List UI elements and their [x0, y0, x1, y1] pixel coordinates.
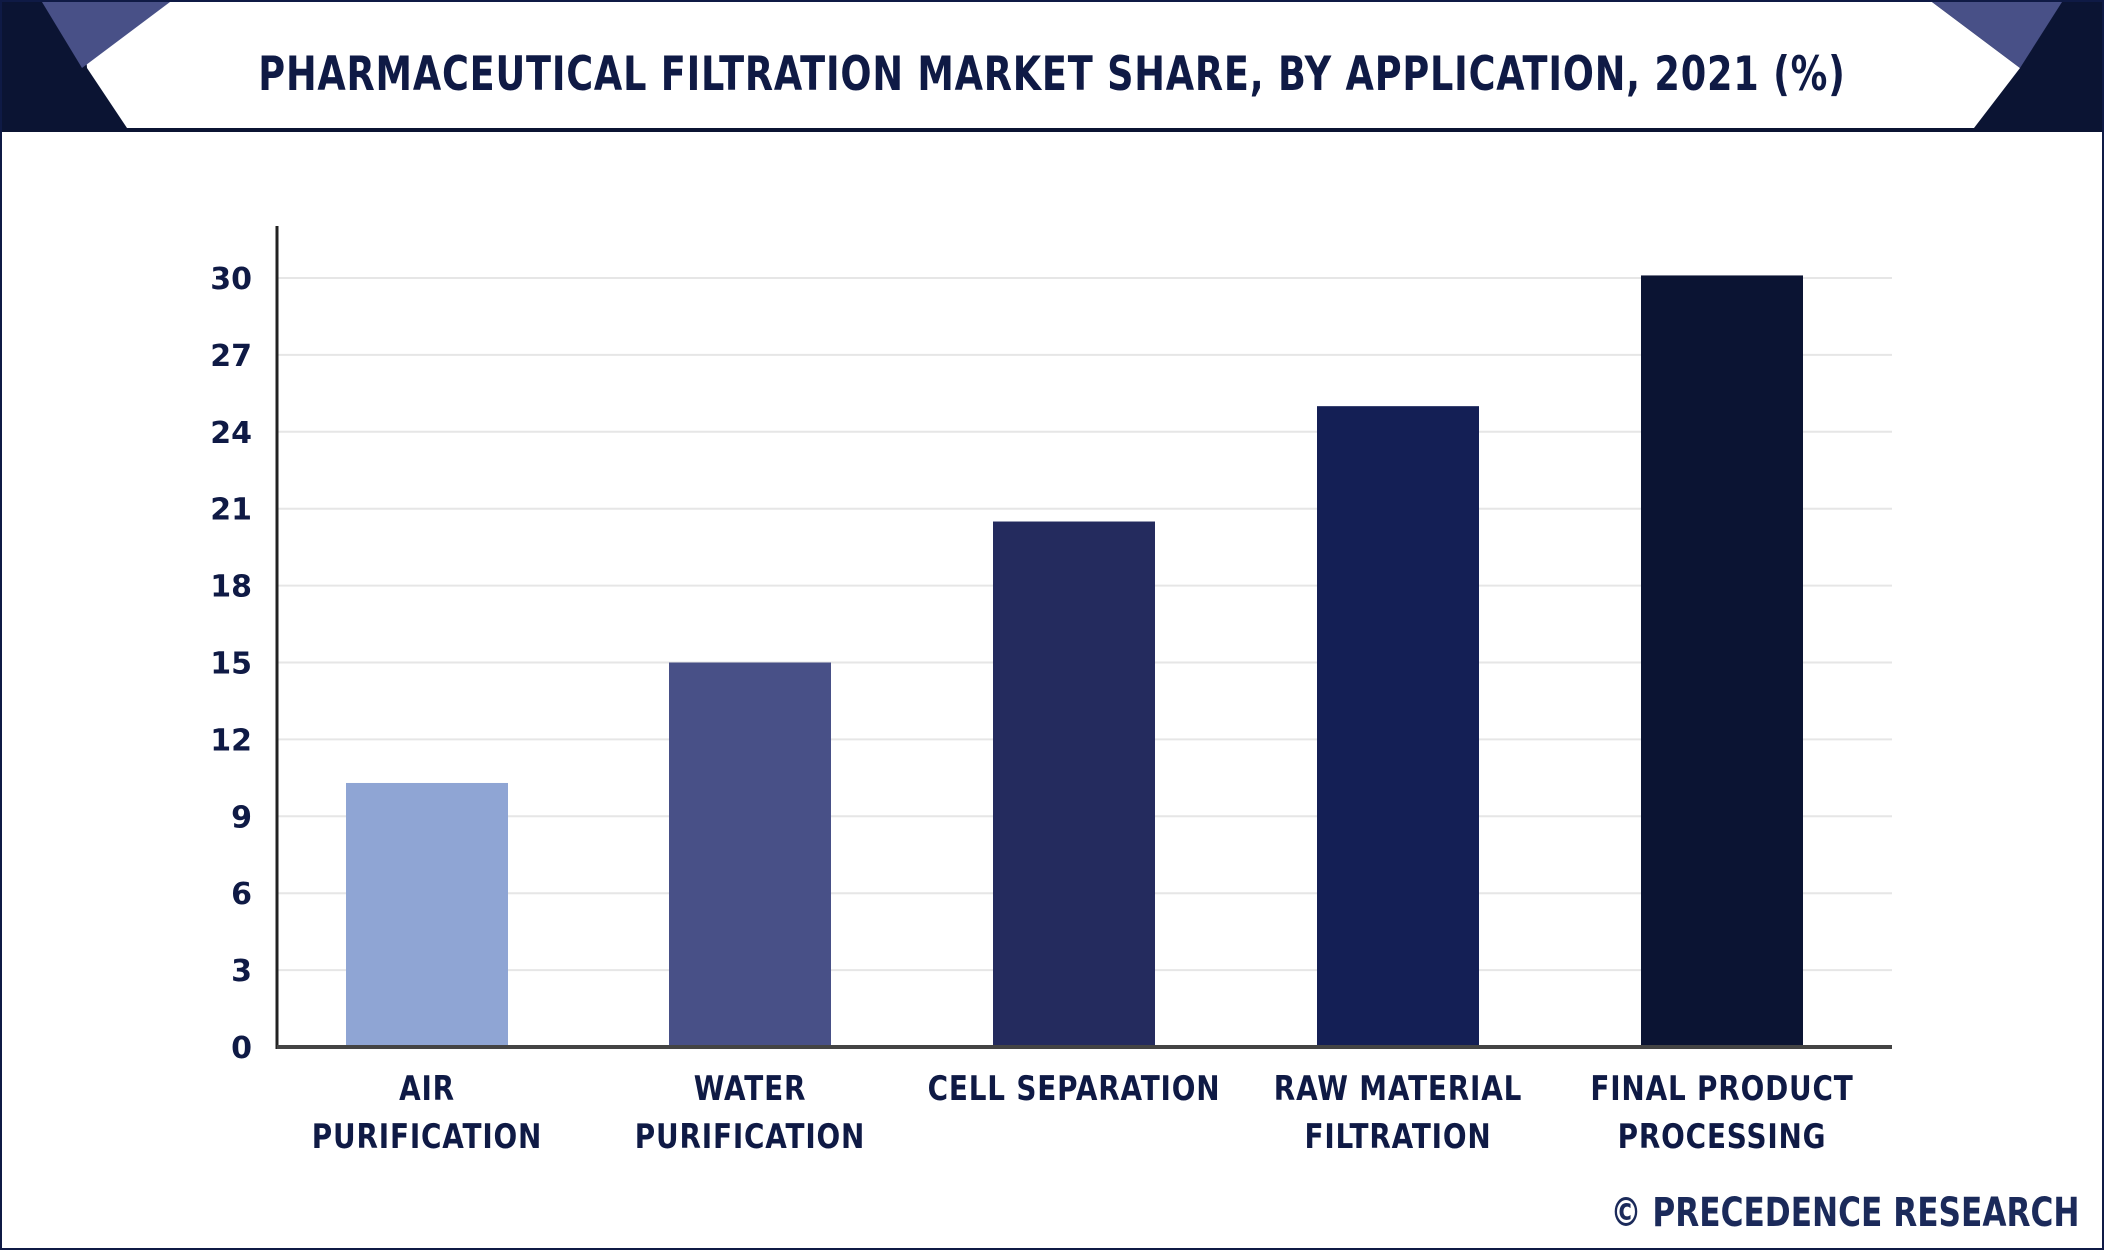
y-tick-label: 15 [210, 647, 252, 682]
x-category-label: CELL SEPARATION [928, 1069, 1221, 1108]
header-decoration [42, 2, 2062, 128]
y-tick-label: 3 [231, 954, 252, 989]
y-tick-label: 0 [231, 1031, 252, 1066]
x-category-labels: AIR PURIFICATION WATER PURIFICATION CELL SEP… [312, 1069, 1853, 1156]
header-accent-right [1932, 2, 2062, 68]
x-category-label: WATER [694, 1069, 807, 1108]
x-category-label: FILTRATION [1304, 1117, 1491, 1156]
y-tick-labels: 0 3 6 9 12 15 18 21 24 27 30 [210, 262, 252, 1066]
y-tick-label: 18 [210, 570, 252, 605]
y-tick-label: 12 [210, 723, 252, 758]
x-category-label: RAW MATERIAL [1274, 1069, 1522, 1108]
bar [669, 662, 831, 1047]
x-category-label: FINAL PRODUCT [1590, 1069, 1853, 1108]
x-category-label: PURIFICATION [635, 1117, 865, 1156]
header-white-band [82, 2, 2020, 128]
y-tick-label: 24 [210, 416, 252, 451]
x-category-label: PURIFICATION [312, 1117, 542, 1156]
bar [1641, 275, 1803, 1048]
chart-title: PHARMACEUTICAL FILTRATION MARKET SHARE, … [258, 47, 1846, 102]
y-tick-label: 27 [210, 339, 252, 374]
header-accent-left [42, 2, 170, 68]
y-tick-label: 30 [210, 262, 252, 297]
bar [346, 782, 508, 1047]
axes [275, 226, 1892, 1049]
x-category-label: AIR [399, 1069, 455, 1108]
y-tick-label: 9 [231, 800, 252, 835]
bar [1317, 406, 1479, 1048]
y-tick-label: 21 [210, 493, 252, 528]
x-category-label: PROCESSING [1618, 1117, 1827, 1156]
brand-watermark: © PRECEDENCE RESEARCH [1610, 1190, 2080, 1236]
y-tick-label: 6 [231, 877, 252, 912]
bars [346, 275, 1803, 1048]
bar [993, 521, 1155, 1047]
